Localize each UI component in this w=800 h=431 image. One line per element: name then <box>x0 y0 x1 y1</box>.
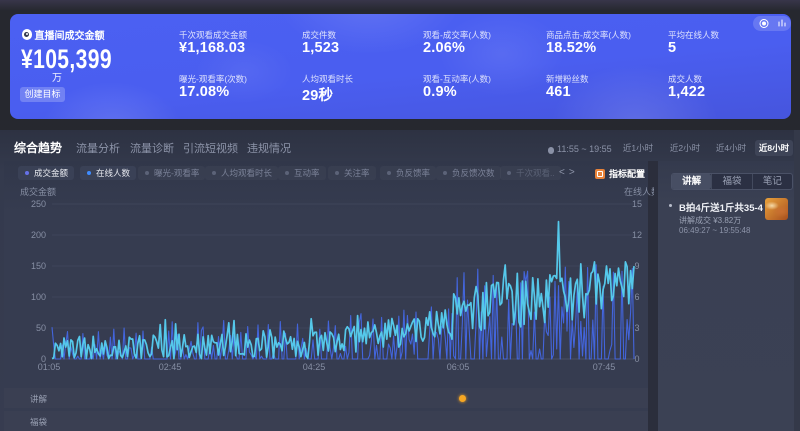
svg-text:02:45: 02:45 <box>159 362 182 372</box>
svg-text:12: 12 <box>632 230 642 240</box>
svg-text:15: 15 <box>632 199 642 209</box>
svg-text:3: 3 <box>634 323 639 333</box>
svg-text:01:05: 01:05 <box>38 362 61 372</box>
svg-text:200: 200 <box>31 230 46 240</box>
svg-text:在线人数: 在线人数 <box>624 186 654 197</box>
svg-text:250: 250 <box>31 199 46 209</box>
svg-text:06:05: 06:05 <box>447 362 470 372</box>
svg-text:50: 50 <box>36 323 46 333</box>
svg-text:07:45: 07:45 <box>593 362 616 372</box>
svg-text:0: 0 <box>634 354 639 364</box>
svg-text:9: 9 <box>634 261 639 271</box>
svg-text:150: 150 <box>31 261 46 271</box>
svg-text:0: 0 <box>41 354 46 364</box>
svg-text:6: 6 <box>634 292 639 302</box>
svg-text:成交金额: 成交金额 <box>20 186 56 197</box>
svg-text:100: 100 <box>31 292 46 302</box>
svg-text:04:25: 04:25 <box>303 362 326 372</box>
